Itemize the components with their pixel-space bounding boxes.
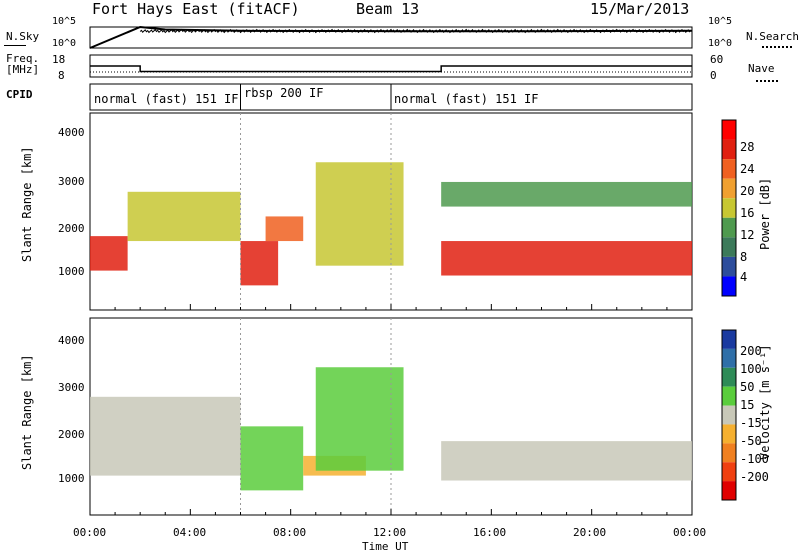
power-colorbar-swatch-3: [722, 178, 736, 199]
power-colorbar-swatch-6: [722, 237, 736, 257]
velocity-colorbar-swatch-7: [722, 462, 736, 482]
velocity-echo-band-0: [90, 396, 241, 476]
power-ytick-2000: 2000: [58, 222, 85, 235]
vel-cb-tick-m50: -50: [740, 434, 762, 448]
nsky-label: N.Sky: [6, 30, 40, 43]
noise-panel-frame: [89, 26, 693, 49]
power-colorbar-swatch-8: [722, 276, 736, 296]
velocity-colorbar-swatch-1: [722, 348, 736, 368]
velocity-colorbar-swatch-4: [722, 405, 736, 425]
station-title: Fort Hays East (fitACF): [92, 0, 300, 18]
nsky-line: [89, 25, 693, 49]
xtick-2: 08:00: [273, 526, 307, 539]
xtick-5: 20:00: [573, 526, 607, 539]
nave-line: [756, 80, 778, 82]
noise-left-tick-top: 10^5: [52, 16, 77, 27]
power-cb-tick-20: 20: [740, 184, 755, 198]
power-ytick-4000: 4000: [58, 126, 85, 139]
power-echo-band-1: [127, 191, 241, 242]
vel-cb-tick-m100: -100: [740, 452, 769, 466]
power-cb-tick-12: 12: [740, 228, 755, 242]
xtick-3: 12:00: [373, 526, 407, 539]
cpid-segment-2: rbsp 200 IF: [244, 86, 324, 100]
noise-left-tick-bottom: 10^0: [52, 38, 77, 49]
velocity-colorbar-swatch-5: [722, 424, 736, 444]
power-colorbar-swatch-7: [722, 256, 736, 277]
power-ytick-3000: 3000: [58, 175, 85, 188]
vel-ytick-1000: 1000: [58, 472, 85, 485]
beam-label: Beam 13: [356, 0, 420, 18]
power-echo-band-3: [265, 216, 304, 242]
velocity-colorbar-swatch-3: [722, 386, 736, 406]
power-echo-band-4: [315, 162, 404, 266]
power-echo-band-6: [441, 181, 692, 207]
velocity-colorbar-frame: [721, 329, 737, 501]
vel-cb-tick-15: 15: [740, 398, 755, 412]
power-cb-tick-8: 8: [740, 250, 748, 264]
x-axis-label: Time UT: [362, 540, 409, 553]
power-colorbar-swatch-4: [722, 198, 736, 218]
nsearch-label: N.Search: [746, 30, 799, 43]
velocity-colorbar-swatch-2: [722, 367, 736, 387]
vel-cb-tick-m200: -200: [740, 470, 769, 484]
xtick-0: 00:00: [73, 526, 107, 539]
velocity-colorbar-swatch-0: [722, 330, 736, 349]
vel-cb-tick-m15: -15: [740, 416, 762, 430]
power-colorbar-swatch-5: [722, 217, 736, 238]
cpid-label: CPID: [6, 88, 33, 101]
xtick-1: 04:00: [173, 526, 207, 539]
vel-cb-tick-100: 100: [740, 362, 762, 376]
power-cb-tick-16: 16: [740, 206, 755, 220]
power-cb-tick-4: 4: [740, 270, 748, 284]
power-echo-band-0: [90, 236, 128, 271]
freq-tick-top: 18: [52, 53, 66, 66]
velocity-echo-band-3: [315, 367, 404, 471]
xtick-6: 00:00: [673, 526, 707, 539]
vel-ytick-4000: 4000: [58, 334, 85, 347]
xtick-4: 16:00: [473, 526, 507, 539]
velocity-colorbar-swatch-8: [722, 481, 736, 500]
nave-tick-bottom: 0: [710, 69, 717, 82]
power-echo-band-2: [240, 241, 279, 286]
cpid-segment-3: normal (fast) 151 IF: [394, 92, 539, 106]
power-ytick-1000: 1000: [58, 265, 85, 278]
velocity-echo-band-4: [441, 441, 692, 481]
noise-right-tick-bottom: 10^0: [708, 38, 733, 49]
power-colorbar-swatch-0: [722, 120, 736, 140]
nsky-line: [4, 45, 26, 46]
vel-ytick-3000: 3000: [58, 381, 85, 394]
vel-ytick-2000: 2000: [58, 428, 85, 441]
vel-cb-tick-200: 200: [740, 344, 762, 358]
power-colorbar-frame: [721, 119, 737, 297]
power-colorbar-swatch-1: [722, 139, 736, 160]
freq-tick-bottom: 8: [58, 69, 65, 82]
power-cb-tick-28: 28: [740, 140, 755, 154]
freq-line: [90, 65, 692, 73]
velocity-echo-band-1: [240, 426, 304, 491]
nsky-noise-trace: [139, 28, 692, 34]
power-cb-tick-24: 24: [740, 162, 755, 176]
nave-tick-top: 60: [710, 53, 724, 66]
date-label: 15/Mar/2013: [590, 0, 690, 18]
vel-cb-tick-50: 50: [740, 380, 755, 394]
noise-right-tick-top: 10^5: [708, 16, 733, 27]
velocity-colorbar-swatch-6: [722, 443, 736, 463]
nsearch-line: [762, 46, 792, 48]
power-colorbar-swatch-2: [722, 159, 736, 179]
freq-label-1: Freq.: [6, 52, 40, 65]
nave-label: Nave: [748, 62, 775, 75]
cpid-segment-1: normal (fast) 151 IF: [94, 92, 239, 106]
power-echo-band-5: [441, 241, 692, 276]
freq-label-2: [MHz]: [6, 63, 40, 76]
